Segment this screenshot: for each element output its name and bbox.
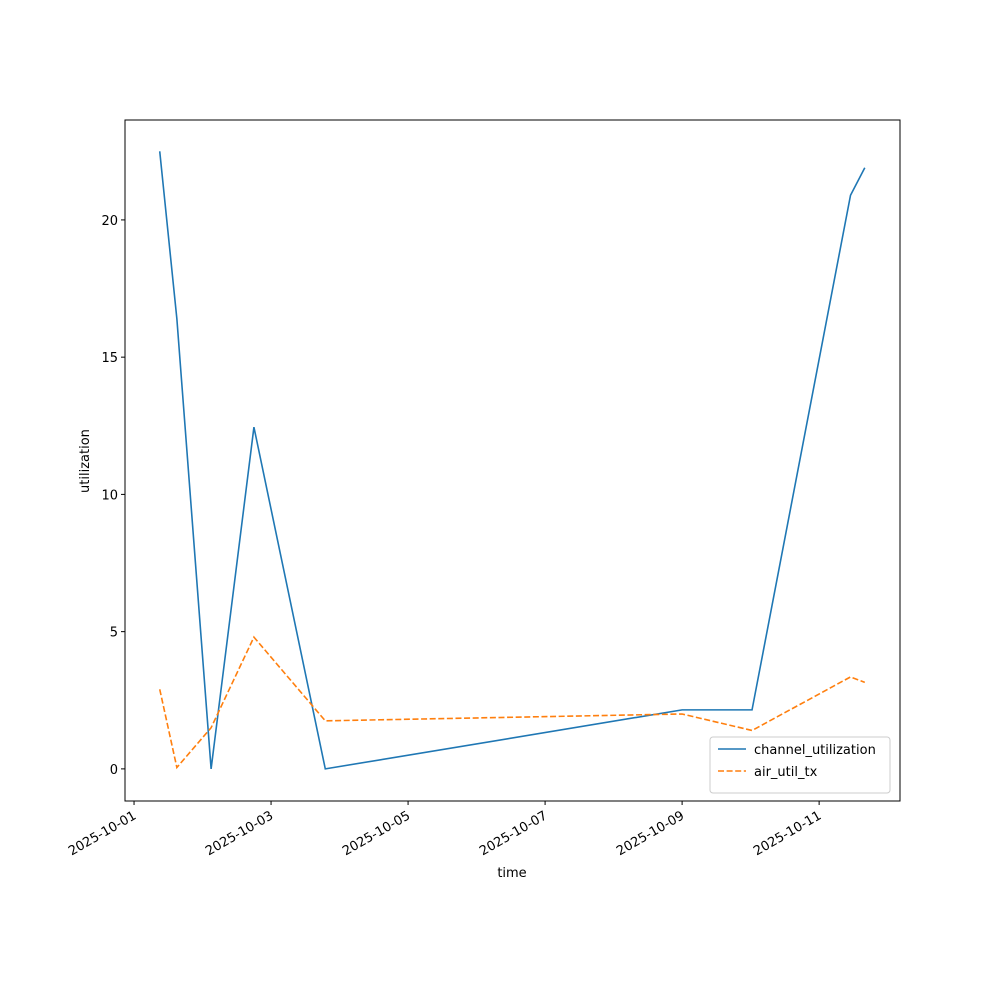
x-tick-label: 2025-10-07 xyxy=(477,808,550,859)
plot-frame xyxy=(124,119,901,802)
x-tick-label: 2025-10-11 xyxy=(751,808,824,859)
legend-label: channel_utilization xyxy=(754,743,876,758)
y-tick-label: 20 xyxy=(101,214,118,229)
series-line xyxy=(158,151,866,770)
y-tick-label: 5 xyxy=(110,626,118,641)
y-tick-label: 10 xyxy=(101,488,118,503)
y-axis-label: utilization xyxy=(78,429,93,493)
x-tick-label: 2025-10-01 xyxy=(66,808,139,859)
y-tick-label: 0 xyxy=(110,763,118,778)
legend-box xyxy=(709,736,891,794)
series-line xyxy=(158,635,866,770)
x-axis-label: time xyxy=(497,866,526,881)
legend-label: air_util_tx xyxy=(754,765,818,780)
x-tick-label: 2025-10-09 xyxy=(614,808,687,859)
x-tick-label: 2025-10-05 xyxy=(340,808,413,859)
y-tick-label: 15 xyxy=(101,351,118,366)
x-tick-label: 2025-10-03 xyxy=(203,808,276,859)
